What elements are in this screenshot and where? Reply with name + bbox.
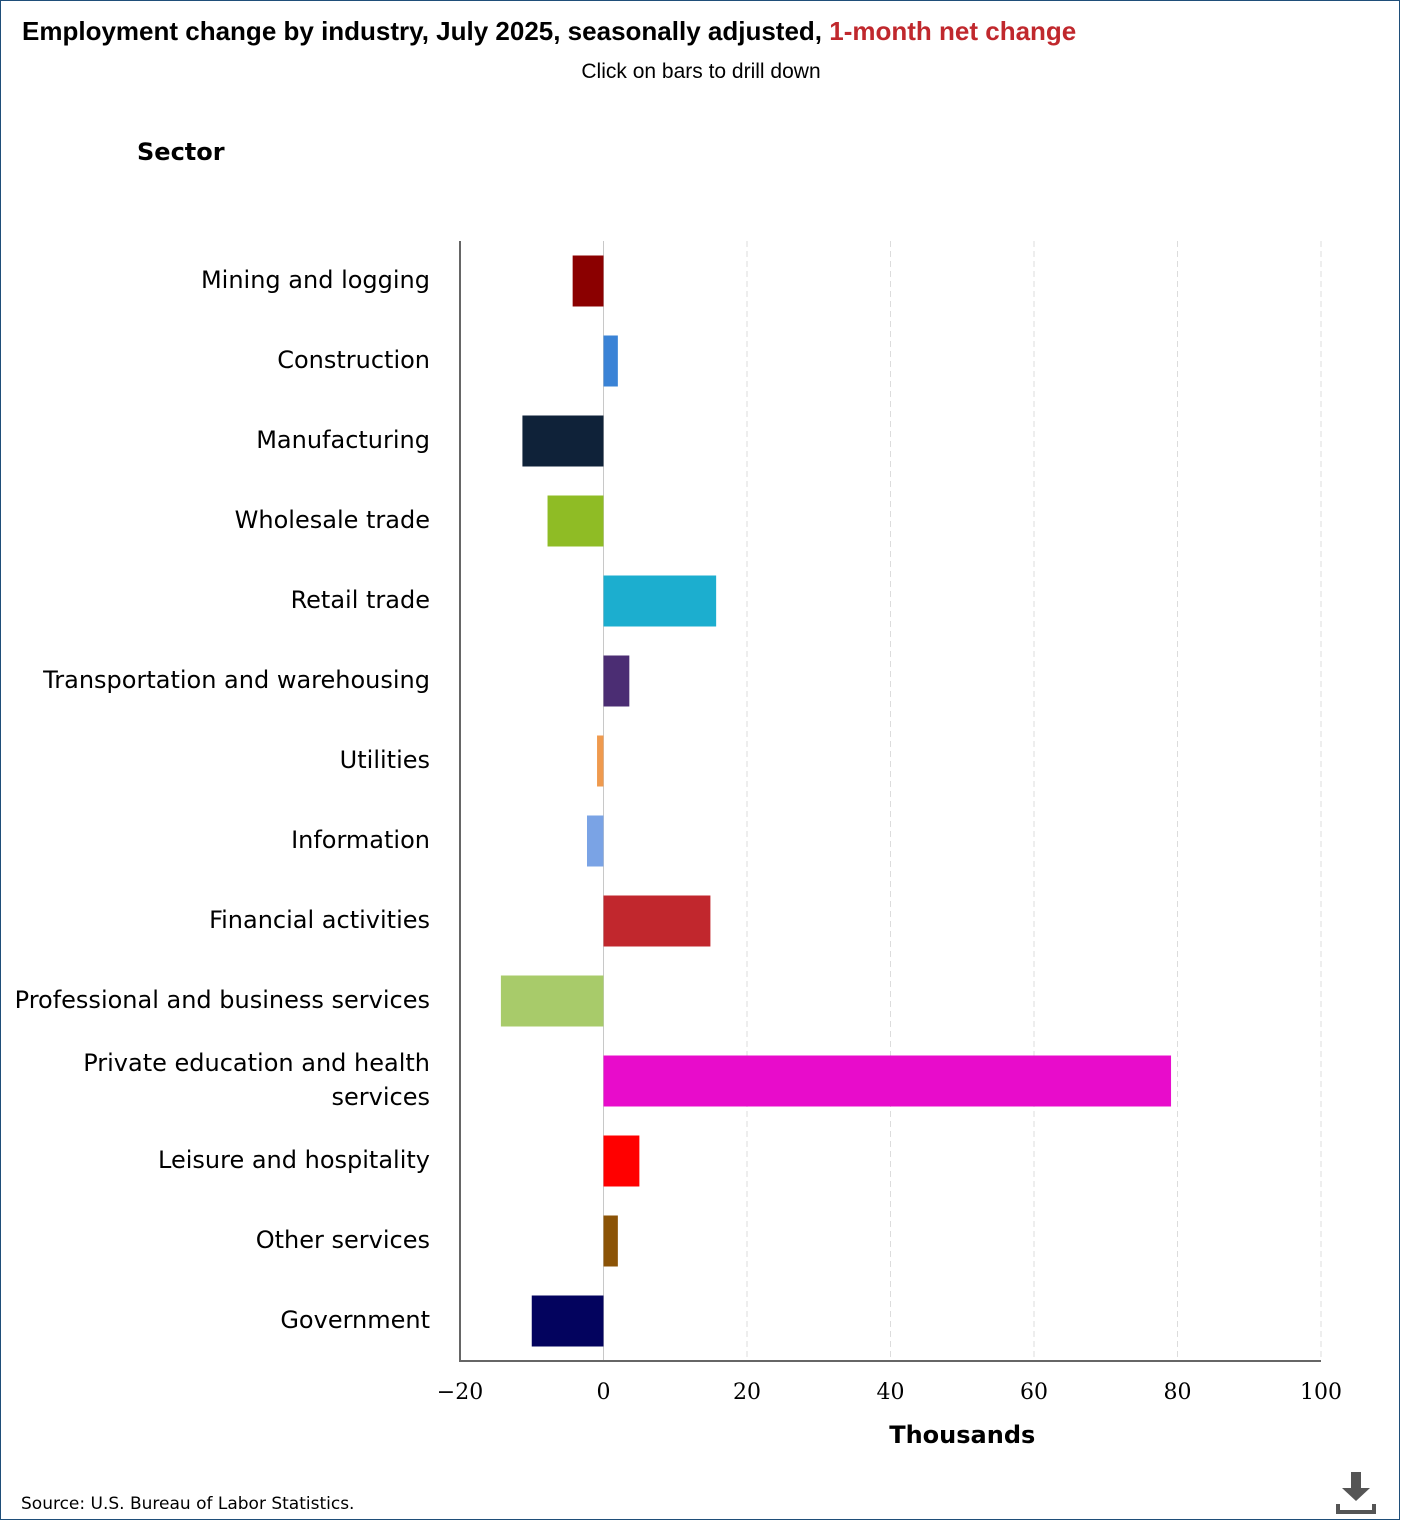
- category-label: Transportation and warehousing: [42, 666, 430, 694]
- bar[interactable]: [603, 1055, 1172, 1107]
- bar[interactable]: [547, 495, 604, 547]
- category-label: Wholesale trade: [235, 506, 430, 534]
- x-tick-label: 20: [733, 1380, 761, 1405]
- bar[interactable]: [603, 1215, 618, 1267]
- source-note: Source: U.S. Bureau of Labor Statistics.: [21, 1494, 355, 1514]
- chart-title-text: Employment change by industry, July 2025…: [22, 16, 823, 46]
- category-axis-title: Sector: [137, 138, 225, 166]
- category-label: Other services: [256, 1226, 430, 1254]
- x-tick-label: −20: [437, 1380, 483, 1405]
- category-label: services: [332, 1083, 430, 1111]
- x-tick-label: 0: [597, 1380, 611, 1405]
- bar[interactable]: [603, 895, 711, 947]
- bar[interactable]: [572, 255, 604, 307]
- x-tick-label: 100: [1300, 1380, 1342, 1405]
- download-button[interactable]: [1334, 1470, 1378, 1516]
- bar[interactable]: [522, 415, 604, 467]
- category-label: Manufacturing: [256, 426, 430, 454]
- x-axis-title: Thousands: [889, 1421, 1035, 1449]
- x-tick-label: 40: [877, 1380, 905, 1405]
- category-label: Professional and business services: [15, 986, 430, 1014]
- category-label: Private education and health: [83, 1049, 430, 1077]
- bar[interactable]: [603, 335, 618, 387]
- category-label: Government: [280, 1306, 430, 1334]
- bar[interactable]: [597, 735, 604, 787]
- category-label: Mining and logging: [201, 266, 430, 294]
- x-tick-label: 60: [1020, 1380, 1048, 1405]
- download-icon: [1336, 1472, 1376, 1514]
- category-label: Leisure and hospitality: [158, 1146, 430, 1174]
- bar[interactable]: [603, 655, 630, 707]
- bar[interactable]: [586, 815, 604, 867]
- bar[interactable]: [603, 575, 717, 627]
- chart-subtitle: Click on bars to drill down: [581, 60, 821, 83]
- bar[interactable]: [500, 975, 604, 1027]
- category-label: Retail trade: [291, 586, 430, 614]
- bar[interactable]: [531, 1295, 604, 1347]
- category-label: Utilities: [340, 746, 430, 774]
- category-label: Financial activities: [209, 906, 430, 934]
- bar[interactable]: [603, 1135, 640, 1187]
- chart-title-highlight: 1-month net change: [829, 16, 1077, 46]
- x-tick-label: 80: [1164, 1380, 1192, 1405]
- category-label: Construction: [277, 346, 430, 374]
- chart-title: Employment change by industry, July 2025…: [22, 16, 1076, 47]
- category-label: Information: [291, 826, 430, 854]
